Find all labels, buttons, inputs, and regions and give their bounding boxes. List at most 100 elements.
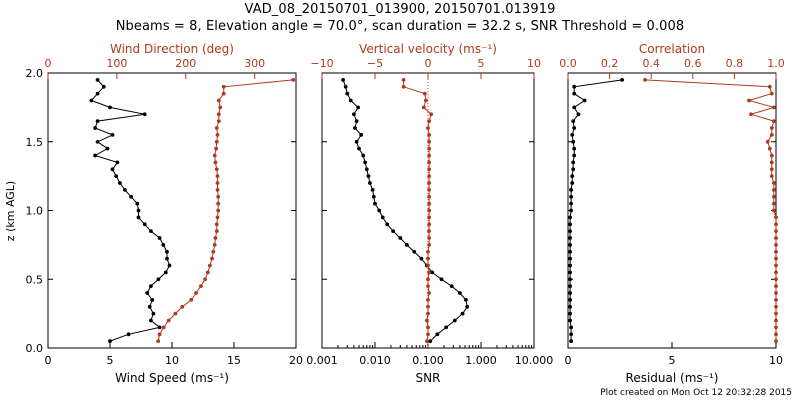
data-point	[572, 153, 577, 158]
x2-tick-label: 0.8	[726, 57, 744, 70]
data-point	[221, 84, 226, 89]
plot-frame	[567, 72, 777, 349]
data-point	[194, 291, 199, 295]
data-point	[341, 78, 345, 82]
data-point	[149, 284, 153, 288]
data-point	[212, 243, 217, 247]
y-tick-label: 1.0	[26, 205, 44, 218]
data-point	[370, 188, 375, 192]
data-point	[769, 174, 774, 179]
data-point	[772, 194, 776, 199]
data-point	[214, 126, 219, 130]
series-top-axis	[156, 78, 296, 343]
data-point	[203, 277, 208, 282]
data-point	[774, 325, 778, 330]
data-point	[572, 105, 577, 110]
x2-tick-label: 200	[175, 57, 196, 70]
series-top-axis	[643, 78, 778, 343]
data-point	[774, 318, 778, 323]
data-point	[427, 160, 431, 165]
data-point	[214, 222, 219, 227]
data-point	[211, 249, 216, 254]
x-tick-label: 5	[669, 354, 676, 367]
data-point	[568, 318, 572, 323]
data-point	[465, 304, 470, 309]
data-point	[569, 201, 573, 206]
data-point	[576, 112, 581, 117]
data-point	[772, 201, 776, 206]
x-tick-label: 10	[769, 354, 783, 367]
chart-subtitle: Nbeams = 8, Elevation angle = 70.0°, sca…	[115, 19, 685, 34]
data-point	[216, 201, 221, 206]
data-point	[364, 167, 369, 172]
data-point	[643, 78, 647, 82]
data-point	[377, 208, 382, 213]
data-point	[216, 208, 221, 213]
data-point	[214, 146, 219, 151]
data-point	[405, 243, 409, 247]
data-point	[150, 298, 155, 302]
data-point	[427, 181, 431, 185]
data-point	[426, 284, 430, 288]
data-point	[101, 84, 106, 89]
data-point	[380, 215, 385, 220]
series-bottom-axis	[89, 78, 172, 343]
data-point	[214, 139, 219, 144]
data-point	[458, 291, 462, 295]
data-point	[425, 339, 429, 343]
data-point	[426, 256, 430, 261]
data-point	[136, 208, 141, 213]
data-point	[151, 311, 156, 316]
data-point	[774, 304, 778, 309]
data-point	[352, 112, 356, 117]
x-tick-label: 10	[165, 354, 179, 367]
y-tick-label: 0.5	[26, 273, 44, 286]
data-point	[421, 105, 426, 110]
data-point	[425, 318, 429, 323]
x2-axis-label: Correlation	[639, 42, 705, 56]
data-point	[356, 105, 360, 110]
data-point	[426, 311, 430, 316]
data-point	[114, 174, 119, 179]
data-point	[452, 318, 457, 323]
series-line	[644, 79, 777, 342]
data-point	[772, 181, 776, 185]
data-point	[774, 256, 778, 261]
data-point	[774, 243, 778, 247]
data-point	[568, 249, 572, 254]
data-point	[427, 229, 431, 234]
data-point	[427, 133, 431, 137]
data-point	[767, 146, 772, 151]
data-point	[189, 298, 194, 302]
series-line	[90, 79, 171, 342]
data-point	[95, 78, 100, 82]
x-axis-label: Residual (ms⁻¹)	[626, 371, 719, 385]
data-point	[213, 236, 218, 240]
data-point	[348, 98, 353, 103]
data-point	[419, 256, 424, 261]
data-point	[157, 236, 162, 240]
x2-tick-label: 0	[425, 57, 432, 70]
data-point	[568, 277, 572, 282]
series-bottom-axis	[341, 78, 470, 343]
data-point	[95, 91, 100, 96]
data-point	[772, 188, 776, 192]
data-point	[95, 119, 100, 123]
data-point	[572, 91, 577, 96]
data-point	[110, 133, 115, 137]
data-point	[774, 249, 778, 254]
data-point	[353, 126, 357, 130]
data-point	[214, 167, 219, 172]
data-point	[142, 112, 147, 117]
data-point	[427, 146, 431, 151]
data-point	[218, 105, 223, 110]
data-point	[769, 160, 774, 165]
series-top-axis	[401, 78, 434, 343]
data-point	[430, 270, 435, 275]
data-point	[199, 284, 203, 288]
x-tick-label: 0.001	[306, 354, 338, 367]
data-point	[108, 105, 112, 110]
data-point	[214, 229, 219, 234]
x-axis-label: SNR	[416, 371, 441, 385]
x2-tick-label: 5	[478, 57, 485, 70]
